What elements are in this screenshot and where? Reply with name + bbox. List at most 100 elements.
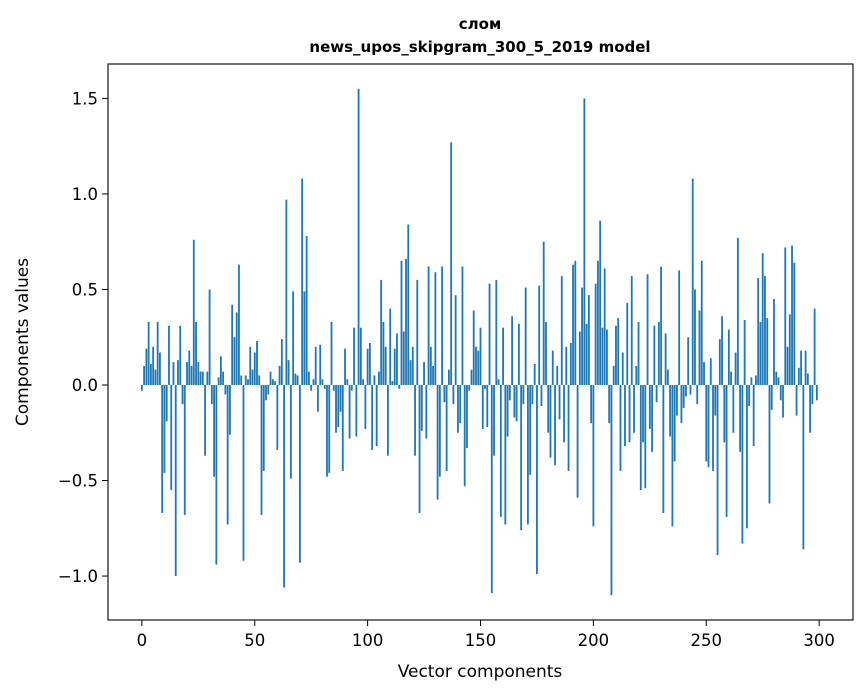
- bar: [271, 379, 274, 385]
- bar: [698, 310, 701, 385]
- bar: [565, 346, 568, 385]
- bar: [441, 266, 444, 385]
- bar: [371, 384, 374, 450]
- x-tick-label: 150: [465, 631, 497, 650]
- bar: [181, 384, 184, 405]
- bar: [549, 384, 552, 458]
- bar: [601, 327, 604, 385]
- bar: [563, 384, 565, 443]
- bar: [350, 384, 353, 391]
- bar: [215, 384, 218, 565]
- bar: [348, 384, 351, 439]
- bar: [664, 333, 667, 385]
- bar: [301, 178, 304, 385]
- bar: [709, 358, 712, 385]
- bar: [716, 384, 719, 556]
- bar: [289, 384, 292, 479]
- bar: [229, 384, 231, 435]
- bar: [156, 321, 159, 385]
- bar: [296, 375, 299, 385]
- bar: [429, 346, 432, 385]
- bar: [554, 384, 556, 466]
- bar: [201, 371, 204, 385]
- bar: [637, 321, 640, 385]
- bar: [235, 312, 238, 385]
- bar: [317, 384, 319, 412]
- bar: [666, 369, 669, 385]
- bar: [253, 352, 256, 385]
- bar: [793, 262, 796, 385]
- bar: [265, 384, 267, 401]
- bar: [222, 371, 225, 385]
- bar: [210, 384, 213, 405]
- bar: [673, 384, 676, 462]
- bar: [639, 384, 642, 491]
- bar: [197, 362, 200, 385]
- bar: [691, 178, 694, 385]
- bar: [405, 258, 407, 385]
- bar: [676, 384, 678, 416]
- bar: [308, 371, 310, 385]
- bar: [375, 384, 378, 447]
- bar: [407, 224, 410, 385]
- bar: [497, 379, 500, 385]
- bar: [610, 384, 613, 596]
- bar: [748, 384, 751, 407]
- bar: [382, 321, 385, 385]
- bar: [292, 291, 295, 385]
- bar: [411, 346, 414, 385]
- bar: [319, 344, 322, 385]
- bar: [712, 384, 714, 471]
- bar: [314, 346, 317, 385]
- plot-frame: [107, 63, 854, 621]
- bar: [815, 384, 818, 401]
- bar: [224, 384, 227, 395]
- bar: [233, 337, 236, 385]
- bar: [592, 384, 595, 527]
- bar: [791, 245, 793, 385]
- bar: [274, 381, 276, 385]
- bar: [813, 308, 816, 385]
- bar: [238, 264, 240, 385]
- bar: [366, 348, 369, 385]
- bar: [768, 384, 771, 504]
- bar: [635, 365, 638, 385]
- bar: [603, 268, 606, 385]
- bar: [152, 346, 155, 385]
- y-tick-label: −0.5: [58, 472, 98, 491]
- bar: [420, 384, 423, 431]
- bar: [621, 352, 624, 385]
- bar: [721, 316, 723, 385]
- bar: [328, 384, 331, 473]
- bar: [450, 142, 453, 385]
- bar: [680, 384, 683, 424]
- bar: [283, 384, 285, 588]
- bar: [312, 379, 315, 385]
- bar: [332, 384, 335, 391]
- bar: [398, 384, 401, 389]
- bar: [154, 369, 157, 385]
- bar: [646, 274, 649, 385]
- bar: [217, 377, 220, 385]
- bar: [617, 318, 620, 385]
- bar: [707, 384, 710, 468]
- bar: [522, 384, 525, 405]
- bar: [786, 346, 789, 385]
- bar: [506, 384, 509, 437]
- bar: [727, 329, 730, 385]
- bar: [703, 362, 705, 385]
- bar: [511, 316, 514, 385]
- bar: [529, 384, 532, 475]
- bar: [353, 327, 355, 385]
- bar: [208, 289, 211, 385]
- bar: [457, 384, 459, 433]
- bar: [718, 339, 721, 385]
- bar: [190, 365, 193, 385]
- bar: [258, 375, 261, 385]
- bar: [168, 325, 170, 385]
- bar: [418, 384, 421, 513]
- bar: [764, 276, 766, 385]
- bar: [734, 352, 737, 385]
- bar: [387, 384, 389, 456]
- bar: [809, 384, 812, 433]
